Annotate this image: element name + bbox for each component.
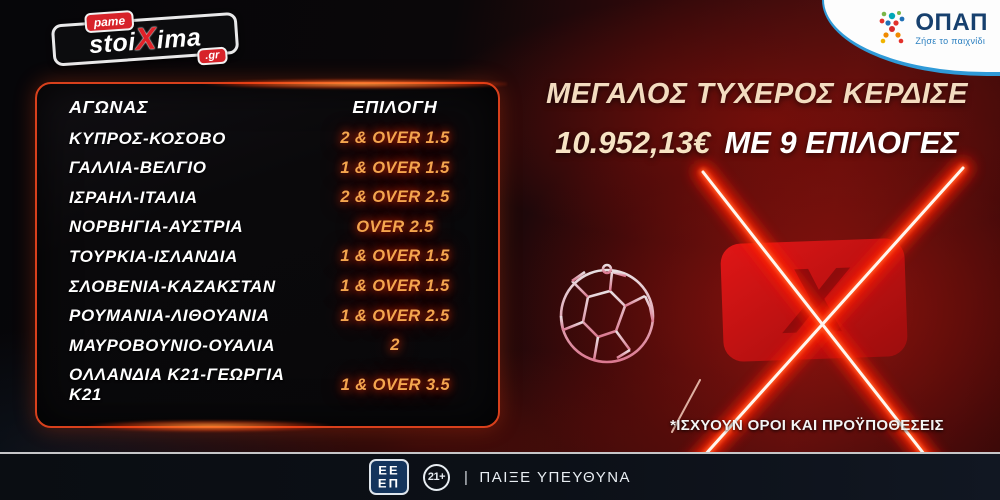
eeep-logo: ΕΕ ΕΠ: [368, 459, 409, 495]
coupon-row: ΟΛΛΑΝΔΙΑ Κ21-ΓΕΩΡΓΙΑ Κ21 1 & OVER 3.5: [69, 365, 470, 405]
lost-bet-card: X: [720, 238, 908, 362]
match-name: ΣΛΟΒΕΝΙΑ-ΚΑΖΑΚΣΤΑΝ: [69, 276, 276, 296]
match-name: ΤΟΥΡΚΙΑ-ΙΣΛΑΝΔΙΑ: [69, 246, 238, 266]
coupon-row: ΙΣΡΑΗΛ-ΙΤΑΛΙΑ 2 & OVER 2.5: [69, 188, 470, 208]
age-21-icon: 21+: [422, 463, 450, 491]
headline: ΜΕΓΑΛΟΣ ΤΥΧΕΡΟΣ ΚΕΡΔΙΣΕ 10.952,13€ ΜΕ 9 Ε…: [538, 78, 976, 161]
opap-logo[interactable]: ΟΠΑΠ Ζήσε το παιχνίδι: [824, 0, 1000, 72]
headline-line1: ΜΕΓΑΛΟΣ ΤΥΧΕΡΟΣ ΚΕΡΔΙΣΕ: [546, 78, 968, 110]
selection-value: 1 & OVER 1.5: [340, 247, 450, 266]
pamestoixima-logo[interactable]: stoiXima pame .gr: [50, 3, 245, 72]
selection-value: 2 & OVER 1.5: [340, 129, 450, 148]
coupon-header-selection: ΕΠΙΛΟΓΗ: [352, 97, 438, 117]
coupon-row: ΣΛΟΒΕΝΙΑ-ΚΑΖΑΚΣΤΑΝ 1 & OVER 1.5: [69, 277, 470, 297]
selection-value: 1 & OVER 1.5: [340, 158, 450, 177]
coupon-rows: ΚΥΠΡΟΣ-ΚΟΣΟΒΟ 2 & OVER 1.5 ΓΑΛΛΙΑ-ΒΕΛΓΙΟ 1…: [69, 124, 470, 410]
match-name: ΟΛΛΑΝΔΙΑ Κ21-ΓΕΩΡΓΙΑ Κ21: [69, 365, 284, 405]
eeep-logo-bottom: ΕΠ: [377, 476, 400, 491]
coupon-row: ΡΟΥΜΑΝΙΑ-ΛΙΘΟΥΑΝΙΑ 1 & OVER 2.5: [69, 306, 470, 326]
coupon-panel: ΑΓΩΝΑΣ ΕΠΙΛΟΓΗ ΚΥΠΡΟΣ-ΚΟΣΟΒΟ 2 & OVER 1.5…: [35, 82, 500, 428]
match-name: ΜΑΥΡΟΒΟΥΝΙΟ-ΟΥΑΛΙΑ: [69, 335, 276, 355]
selection-value: 1 & OVER 2.5: [340, 306, 450, 325]
coupon-row: ΤΟΥΡΚΙΑ-ΙΣΛΑΝΔΙΑ 1 & OVER 1.5: [69, 247, 470, 267]
logo-pame-tab: pame: [84, 9, 135, 34]
footer-bar: ΕΕ ΕΠ 21+ | ΠΑΙΞΕ ΥΠΕΥΘΥΝΑ: [0, 452, 1000, 500]
headline-line2: 10.952,13€ ΜΕ 9 ΕΠΙΛΟΓΕΣ: [538, 125, 976, 161]
match-name: ΚΥΠΡΟΣ-ΚΟΣΟΒΟ: [69, 128, 226, 148]
responsible-gaming-label: | ΠΑΙΞΕ ΥΠΕΥΘΥΝΑ: [464, 469, 631, 486]
footer-separator: |: [463, 468, 470, 486]
match-name: ΡΟΥΜΑΝΙΑ-ΛΙΘΟΥΑΝΙΑ: [69, 306, 270, 326]
selection-value: 2 & OVER 2.5: [340, 188, 450, 207]
terms-disclaimer: *ΙΣΧΥΟΥΝ ΟΡΟΙ ΚΑΙ ΠΡΟΫΠΟΘΕΣΕΙΣ: [670, 417, 944, 434]
match-name: ΓΑΛΛΙΑ-ΒΕΛΓΙΟ: [69, 158, 207, 178]
opap-corner: ΟΠΑΠ Ζήσε το παιχνίδι: [822, 0, 1000, 76]
coupon-row: ΜΑΥΡΟΒΟΥΝΙΟ-ΟΥΑΛΙΑ 2: [69, 336, 470, 356]
headline-amount: 10.952,13€: [555, 125, 711, 160]
opap-tagline: Ζήσε το παιχνίδι: [915, 35, 986, 46]
logo-x-glyph: X: [134, 20, 158, 57]
coupon-header-row: ΑΓΩΝΑΣ ΕΠΙΛΟΓΗ: [69, 97, 470, 118]
selection-value: 1 & OVER 1.5: [340, 277, 450, 295]
headline-selections-count: ΜΕ 9 ΕΠΙΛΟΓΕΣ: [724, 125, 959, 160]
football-icon: [559, 263, 655, 364]
opap-star-icon: [879, 11, 905, 44]
logo-gr-tab: .gr: [196, 46, 228, 66]
coupon-header-match: ΑΓΩΝΑΣ: [69, 97, 149, 117]
selection-value: 2: [390, 336, 400, 355]
coupon-row: ΝΟΡΒΗΓΙΑ-ΑΥΣΤΡΙΑ OVER 2.5: [69, 217, 470, 237]
selection-value: 1 & OVER 3.5: [340, 375, 451, 394]
match-name: ΝΟΡΒΗΓΙΑ-ΑΥΣΤΡΙΑ: [69, 217, 244, 237]
responsible-gaming-text: ΠΑΙΞΕ ΥΠΕΥΘΥΝΑ: [479, 468, 632, 486]
match-name: ΙΣΡΑΗΛ-ΙΤΑΛΙΑ: [69, 187, 198, 207]
opap-wordmark: ΟΠΑΠ: [915, 8, 988, 36]
neon-x-icon: [659, 159, 972, 500]
eeep-logo-top: ΕΕ: [378, 463, 400, 478]
coupon-row: ΓΑΛΛΙΑ-ΒΕΛΓΙΟ 1 & OVER 1.5: [69, 158, 470, 178]
coupon-row: ΚΥΠΡΟΣ-ΚΟΣΟΒΟ 2 & OVER 1.5: [69, 129, 470, 149]
selection-value: OVER 2.5: [356, 217, 434, 236]
svg-text:X: X: [779, 249, 854, 353]
